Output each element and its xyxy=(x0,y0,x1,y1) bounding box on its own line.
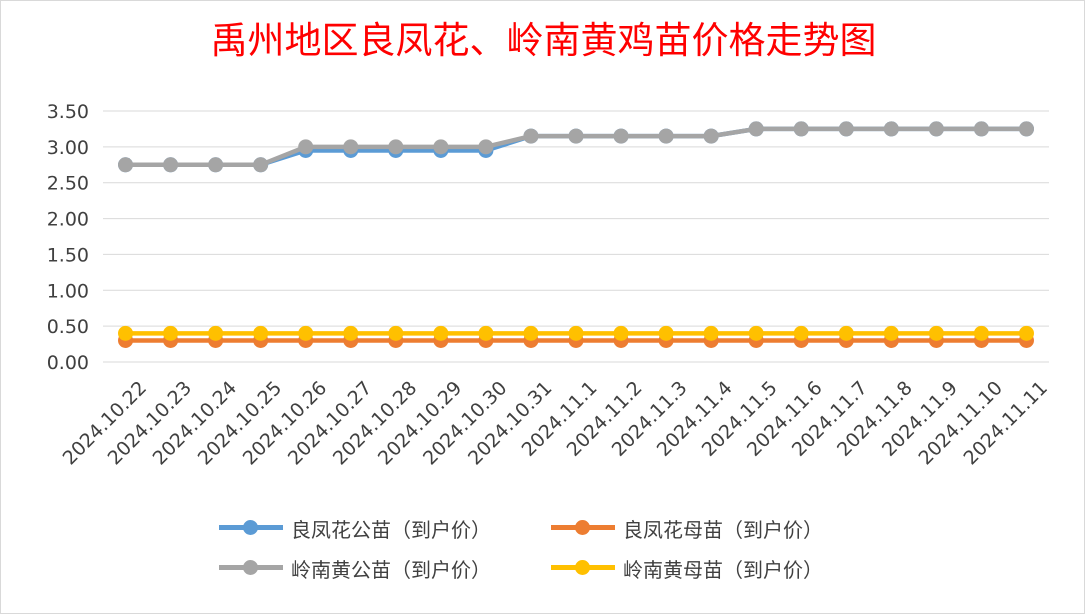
data-point-series-3 xyxy=(703,325,719,341)
data-point-series-3 xyxy=(343,325,359,341)
data-point-series-2 xyxy=(343,139,359,155)
legend-row-1: 良凤花公苗（到户价） 良凤花母苗（到户价） xyxy=(1,513,1085,543)
legend-swatch-liangfenghua-male xyxy=(219,513,283,543)
data-point-series-2 xyxy=(748,121,764,137)
chart-title: 禹州地区良凤花、岭南黄鸡苗价格走势图 xyxy=(210,19,877,62)
data-point-series-2 xyxy=(838,121,854,137)
data-point-series-3 xyxy=(253,325,269,341)
legend-swatch-lingnanhuang-male xyxy=(219,553,283,583)
data-point-series-2 xyxy=(163,157,179,173)
y-tick-label: 3.00 xyxy=(47,137,89,159)
data-point-series-2 xyxy=(388,139,404,155)
legend-row-2: 岭南黄公苗（到户价） 岭南黄母苗（到户价） xyxy=(1,553,1085,583)
data-point-series-2 xyxy=(613,128,629,144)
legend-swatch-lingnanhuang-female xyxy=(551,553,615,583)
data-point-series-2 xyxy=(208,157,224,173)
data-point-series-3 xyxy=(838,325,854,341)
data-point-series-2 xyxy=(118,157,134,173)
legend-item-liangfenghua-female[interactable]: 良凤花母苗（到户价） xyxy=(551,513,823,543)
data-point-series-3 xyxy=(613,325,629,341)
y-tick-label: 3.50 xyxy=(47,101,89,123)
data-point-series-2 xyxy=(523,128,539,144)
data-point-series-3 xyxy=(928,325,944,341)
data-point-series-3 xyxy=(1018,325,1034,341)
data-point-series-2 xyxy=(883,121,899,137)
y-tick-label: 1.50 xyxy=(47,244,89,266)
legend-label: 岭南黄母苗（到户价） xyxy=(623,557,823,582)
data-point-series-3 xyxy=(568,325,584,341)
data-point-series-3 xyxy=(388,325,404,341)
data-point-series-3 xyxy=(433,325,449,341)
legend-label: 岭南黄公苗（到户价） xyxy=(291,557,491,582)
data-point-series-3 xyxy=(118,325,134,341)
data-point-series-3 xyxy=(658,325,674,341)
data-point-series-2 xyxy=(703,128,719,144)
data-point-series-2 xyxy=(433,139,449,155)
legend-label: 良凤花母苗（到户价） xyxy=(623,517,823,542)
legend-marker xyxy=(575,520,590,535)
data-point-series-2 xyxy=(793,121,809,137)
data-point-series-2 xyxy=(928,121,944,137)
data-point-series-3 xyxy=(163,325,179,341)
data-point-series-2 xyxy=(658,128,674,144)
legend-item-lingnanhuang-female[interactable]: 岭南黄母苗（到户价） xyxy=(551,553,823,583)
legend-marker xyxy=(243,560,258,575)
legend-marker xyxy=(243,520,258,535)
legend-item-liangfenghua-male[interactable]: 良凤花公苗（到户价） xyxy=(219,513,491,543)
data-point-series-3 xyxy=(298,325,314,341)
legend-marker xyxy=(575,560,590,575)
data-point-series-3 xyxy=(478,325,494,341)
y-tick-label: 2.50 xyxy=(47,173,89,195)
data-point-series-2 xyxy=(1018,121,1034,137)
legend-swatch-liangfenghua-female xyxy=(551,513,615,543)
legend-label: 良凤花公苗（到户价） xyxy=(291,517,491,542)
y-tick-label: 0.00 xyxy=(47,352,89,374)
y-tick-label: 2.00 xyxy=(47,209,89,231)
data-point-series-2 xyxy=(478,139,494,155)
data-point-series-3 xyxy=(793,325,809,341)
data-point-series-3 xyxy=(973,325,989,341)
data-point-series-3 xyxy=(208,325,224,341)
data-point-series-3 xyxy=(523,325,539,341)
data-point-series-2 xyxy=(568,128,584,144)
data-point-series-2 xyxy=(973,121,989,137)
y-tick-label: 0.50 xyxy=(47,316,89,338)
data-point-series-2 xyxy=(253,157,269,173)
y-tick-label: 1.00 xyxy=(47,280,89,302)
data-point-series-3 xyxy=(748,325,764,341)
data-point-series-3 xyxy=(883,325,899,341)
data-point-series-2 xyxy=(298,139,314,155)
legend-item-lingnanhuang-male[interactable]: 岭南黄公苗（到户价） xyxy=(219,553,491,583)
